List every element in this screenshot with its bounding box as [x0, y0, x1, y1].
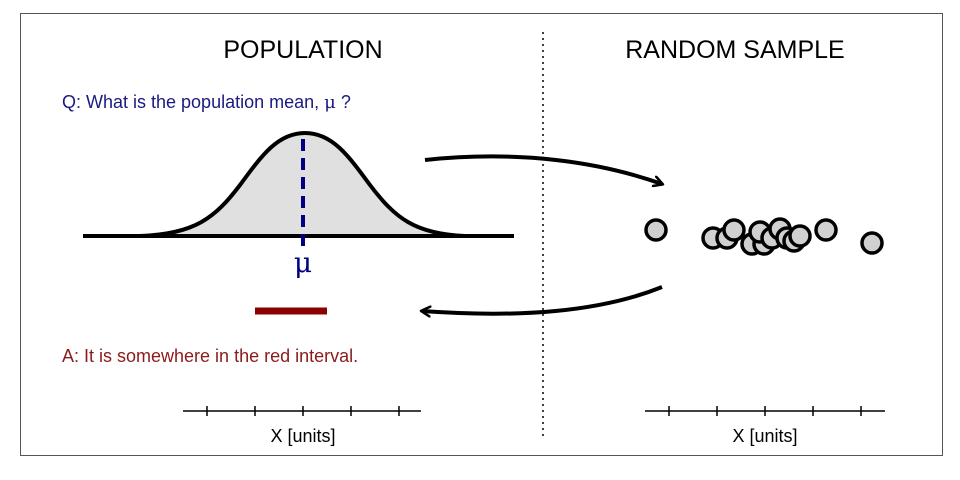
- sample-point: [722, 218, 746, 242]
- sample-points: [644, 217, 884, 256]
- question-text: Q: What is the population mean, μ ?: [62, 92, 351, 113]
- question-prefix: Q: What is the population mean,: [62, 92, 324, 112]
- population-title: POPULATION: [223, 36, 382, 64]
- sample-point: [788, 224, 812, 248]
- population-axis: [183, 406, 421, 416]
- question-mu-symbol: μ: [324, 92, 336, 113]
- population-curve: [139, 130, 466, 238]
- question-suffix: ?: [336, 92, 351, 112]
- sampling-arrow: [424, 154, 662, 184]
- sample-axis-label: X [units]: [732, 426, 797, 446]
- mean-mu-label: μ: [294, 246, 312, 279]
- sample-axis: [645, 406, 885, 416]
- inference-arrow: [422, 285, 663, 314]
- population-axis-label: X [units]: [270, 426, 335, 446]
- answer-text: A: It is somewhere in the red interval.: [62, 346, 358, 366]
- figure-frame: [20, 13, 943, 456]
- sample-point: [860, 231, 884, 255]
- sample-title: RANDOM SAMPLE: [625, 36, 844, 64]
- sample-point: [644, 218, 668, 242]
- sample-point: [814, 218, 838, 242]
